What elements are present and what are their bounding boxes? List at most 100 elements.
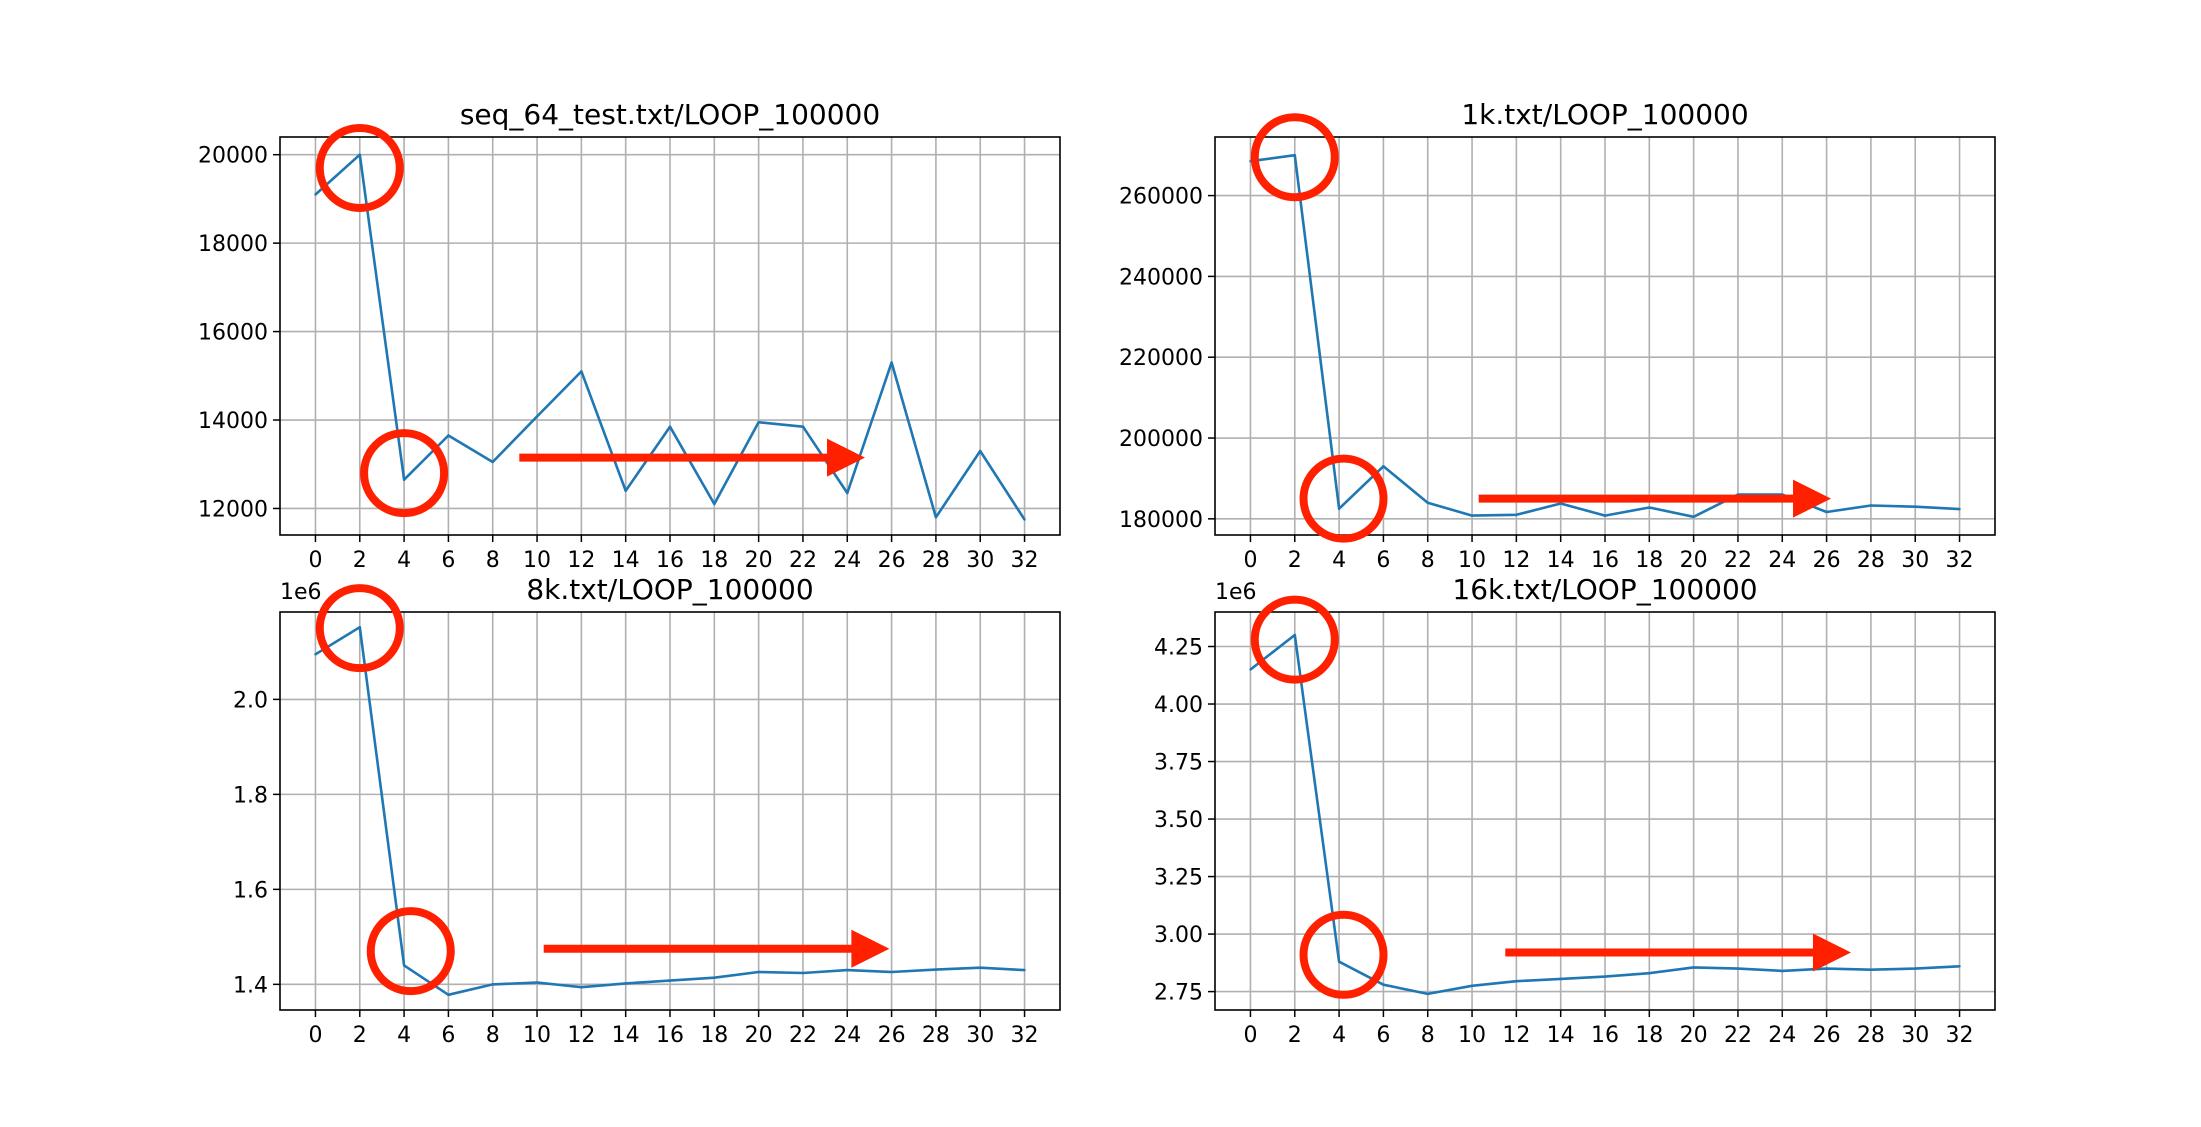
chart-16k-xtick-label: 4 [1332,1023,1346,1048]
chart-8k-data-point [757,970,760,974]
chart-1k-data-point [1648,506,1651,509]
chart-1k-data-point [1337,507,1341,510]
chart-seq-64-xtick-label: 8 [486,548,500,573]
chart-seq-64-data-point [846,491,849,495]
chart-seq-64-xtick-label: 10 [523,548,551,573]
chart-seq-64-data-point [668,425,672,428]
chart-16k-xtick-label: 18 [1635,1023,1663,1048]
chart-1k-xtick-label: 0 [1243,548,1257,573]
chart-seq-64-data-point [801,425,805,428]
chart-8k-xtick-label: 20 [745,1023,773,1048]
chart-8k-xtick-label: 22 [789,1023,817,1048]
chart-16k-data-point [1249,668,1252,671]
chart-1k-xtick-label: 18 [1635,548,1663,573]
chart-8k-xtick-label: 10 [523,1023,551,1048]
chart-8k-trend-arrow-head [851,929,890,968]
chart-1k-data-point [1603,514,1607,517]
chart-16k-data-point [1426,992,1429,996]
chart-seq-64-xtick-label: 22 [789,548,817,573]
chart-seq-64-ytick-label: 20000 [198,144,268,169]
chart-8k: 0 2 4 6 8 10 12 14 16 18 20 22 24 26 28 30 321.41.61.82.… [233,573,1061,1048]
chart-1k-xtick-label: 24 [1768,548,1796,573]
chart-16k-ytick-label: 3.25 [1154,866,1203,891]
chart-8k-data-point [890,970,893,974]
chart-1k-xtick-label: 4 [1332,548,1346,573]
chart-8k-xtick-label: 32 [1011,1023,1039,1048]
chart-8k-xtick-label: 0 [308,1023,322,1048]
chart-1k-ytick-label: 260000 [1119,185,1203,210]
chart-8k-xtick-label: 12 [567,1023,595,1048]
chart-8k-data-point [535,981,539,984]
chart-16k-data-point [1914,967,1917,970]
chart-seq-64-data-point [358,153,361,156]
chart-8k-data-point [624,982,627,985]
chart-16k-data-point [1382,983,1385,986]
chart-16k-data-point [1293,633,1296,637]
chart-seq-64-data-point [535,415,539,418]
chart-1k-data-point [1470,514,1474,517]
chart-1k-xtick-label: 14 [1547,548,1575,573]
chart-16k-xtick-label: 20 [1680,1023,1708,1048]
chart-seq-64-data-point [402,478,406,481]
chart-seq-64-xtick-label: 18 [700,548,728,573]
chart-1k-ytick-label: 180000 [1119,508,1203,533]
chart-16k-title: 16k.txt/LOOP_100000 [1452,573,1757,606]
chart-1k-xtick-label: 22 [1724,548,1752,573]
chart-8k-xtick-label: 6 [441,1023,455,1048]
chart-seq-64-highlight-circle [360,429,449,518]
chart-seq-64-xtick-label: 2 [353,548,367,573]
chart-seq-64-ytick-label: 12000 [198,497,268,522]
chart-8k-xtick-label: 14 [612,1023,640,1048]
chart-16k-xtick-label: 26 [1813,1023,1841,1048]
chart-seq-64-xtick-label: 4 [397,548,411,573]
chart-seq-64-data-point [491,460,494,464]
chart-seq-64-trend-arrow-head [827,438,865,477]
chart-1k-highlight-circle [1250,113,1339,202]
chart-seq-64-xtick-label: 26 [878,548,906,573]
chart-16k-xtick-label: 14 [1547,1023,1575,1048]
chart-seq-64-xtick-label: 0 [308,548,322,573]
chart-seq-64-data-point [934,516,938,519]
chart-8k-ytick-label: 1.6 [233,878,268,903]
chart-1k-highlight-circle [1299,454,1388,543]
chart-8k-data-point [580,986,583,989]
chart-16k-offset-label: 1e6 [1215,580,1257,605]
chart-8k-data-point [934,968,938,971]
chart-16k-data-point [1470,984,1474,988]
chart-1k-data-point [1825,510,1828,514]
chart-1k-trend-arrow-head [1793,479,1832,518]
chart-16k-ytick-label: 3.50 [1154,808,1203,833]
chart-seq-64-ytick-label: 18000 [198,232,268,257]
chart-1k-data-point [1426,501,1429,504]
chart-16k-ytick-label: 3.75 [1154,751,1203,776]
chart-seq-64-xtick-label: 16 [656,548,684,573]
chart-16k-trend-arrow-head [1812,933,1851,972]
chart-8k-data-point [713,976,716,979]
chart-seq-64-highlight-circle [315,123,404,212]
chart-1k-xtick-label: 10 [1458,548,1486,573]
chart-seq-64-xtick-label: 14 [612,548,640,573]
chart-seq-64-ytick-label: 14000 [198,409,268,434]
chart-8k-ytick-label: 1.8 [233,783,268,808]
chart-16k-xtick-label: 2 [1288,1023,1302,1048]
chart-seq-64-data-point [890,361,893,364]
chart-16k-ytick-label: 4.00 [1154,693,1203,718]
chart-16k-xtick-label: 28 [1857,1023,1885,1048]
chart-1k-data-point [1914,505,1917,508]
chart-8k-data-point [668,979,672,982]
chart-1k-data-point [1958,507,1961,511]
chart-8k-ytick-label: 1.4 [233,973,268,998]
chart-8k-data-point [1023,968,1026,972]
chart-1k-data-point [1515,513,1518,516]
chart-seq-64-data-point [979,449,982,453]
chart-8k-data-point [358,625,361,629]
chart-8k-xtick-label: 8 [486,1023,500,1048]
chart-8k-data-point [491,983,494,986]
chart-16k-highlight-circle [1299,910,1388,999]
chart-1k-xtick-label: 2 [1288,548,1302,573]
chart-16k-xtick-label: 22 [1724,1023,1752,1048]
chart-16k-data-point [1648,971,1651,975]
chart-8k-xtick-label: 24 [833,1023,861,1048]
chart-seq-64-xtick-label: 32 [1011,548,1039,573]
